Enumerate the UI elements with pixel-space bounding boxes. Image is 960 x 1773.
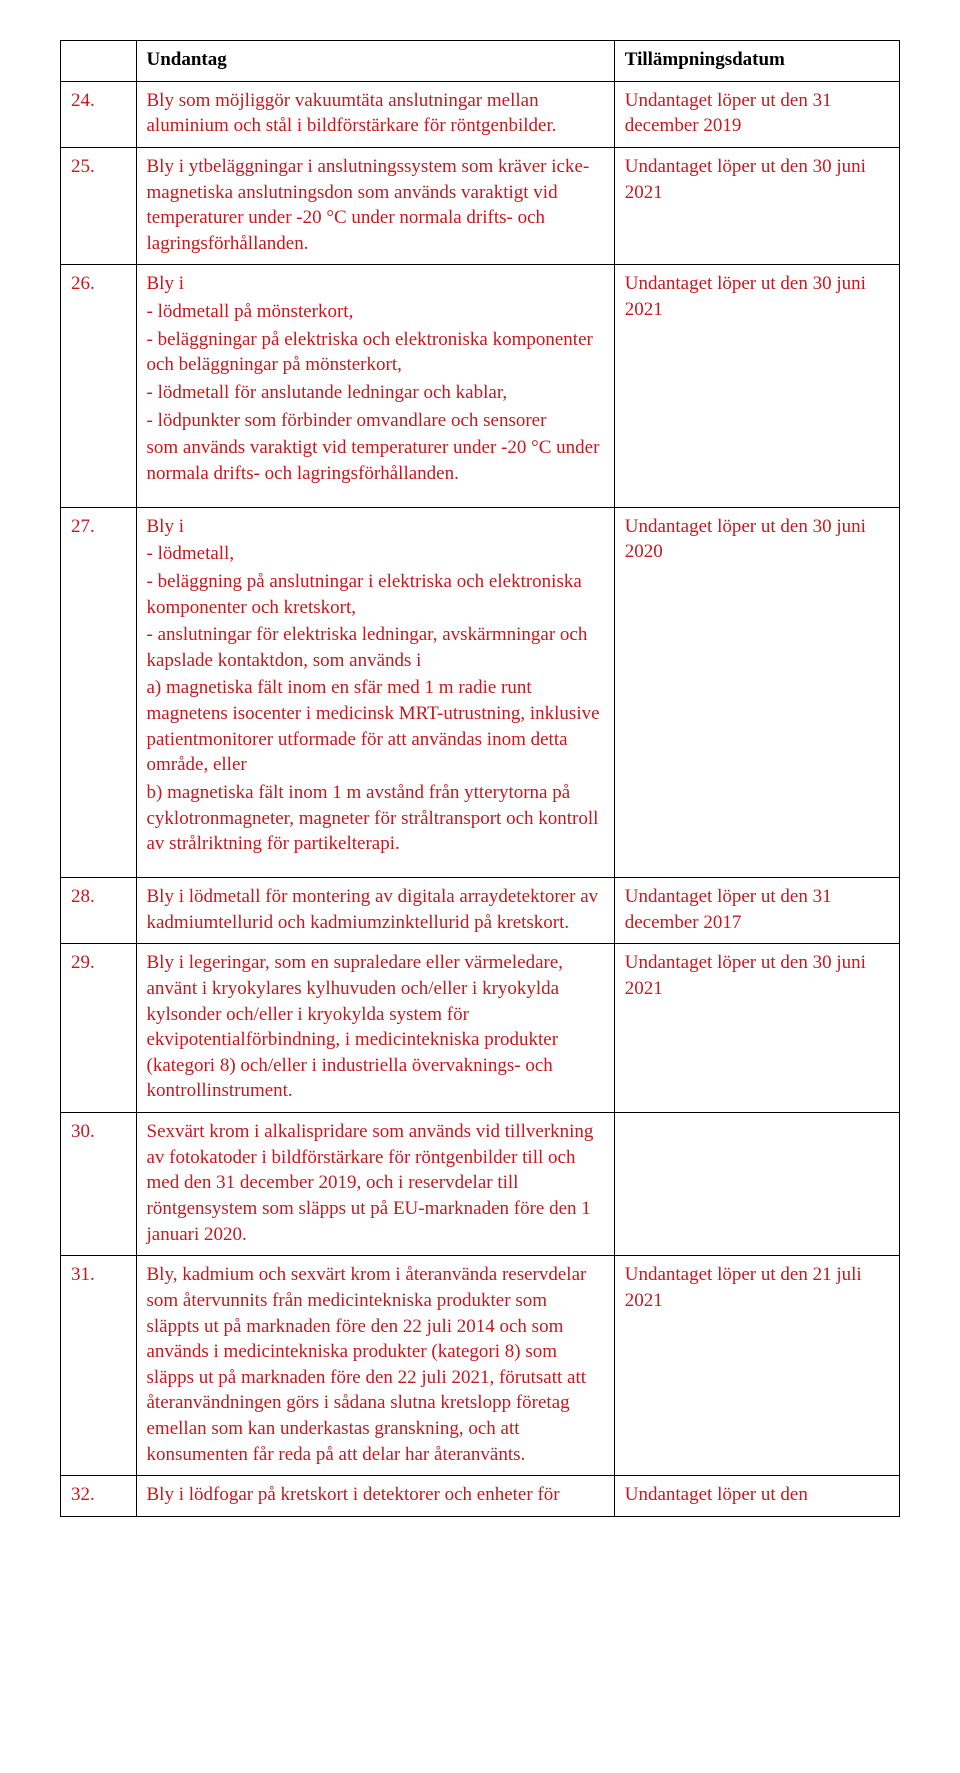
table-row: 24.Bly som möjliggör vakuumtäta anslutni… <box>61 81 900 147</box>
table-row: 27.Bly i- lödmetall,- beläggning på ansl… <box>61 507 900 877</box>
row-desc: Bly, kadmium och sexvärt krom i återanvä… <box>136 1256 614 1476</box>
row-desc: Bly i lödfogar på kretskort i detektorer… <box>136 1476 614 1517</box>
row-number: 31. <box>61 1256 137 1476</box>
row-desc: Bly i legeringar, som en supraledare ell… <box>136 944 614 1113</box>
row-desc: Bly i ytbeläggningar i anslutningssystem… <box>136 147 614 265</box>
header-date: Tillämpningsdatum <box>614 41 899 82</box>
row-number: 30. <box>61 1113 137 1256</box>
row-number: 32. <box>61 1476 137 1517</box>
row-date: Undantaget löper ut den 30 juni 2021 <box>614 147 899 265</box>
header-desc: Undantag <box>136 41 614 82</box>
table-row: 25.Bly i ytbeläggningar i anslutningssys… <box>61 147 900 265</box>
row-number: 26. <box>61 265 137 507</box>
row-date: Undantaget löper ut den 30 juni 2020 <box>614 507 899 877</box>
row-date: Undantaget löper ut den 30 juni 2021 <box>614 265 899 507</box>
row-desc: Bly i lödmetall för montering av digital… <box>136 877 614 943</box>
row-number: 29. <box>61 944 137 1113</box>
exemptions-table: Undantag Tillämpningsdatum 24.Bly som mö… <box>60 40 900 1517</box>
row-number: 28. <box>61 877 137 943</box>
row-date: Undantaget löper ut den 30 juni 2021 <box>614 944 899 1113</box>
table-row: 26.Bly i- lödmetall på mönsterkort,- bel… <box>61 265 900 507</box>
row-desc: Bly som möjliggör vakuumtäta anslutninga… <box>136 81 614 147</box>
row-desc: Bly i- lödmetall på mönsterkort,- belägg… <box>136 265 614 507</box>
row-date: Undantaget löper ut den <box>614 1476 899 1517</box>
row-date: Undantaget löper ut den 21 juli 2021 <box>614 1256 899 1476</box>
row-number: 24. <box>61 81 137 147</box>
row-desc: Sexvärt krom i alkalispridare som använd… <box>136 1113 614 1256</box>
row-number: 25. <box>61 147 137 265</box>
row-date <box>614 1113 899 1256</box>
row-date: Undantaget löper ut den 31 december 2017 <box>614 877 899 943</box>
table-row: 31.Bly, kadmium och sexvärt krom i återa… <box>61 1256 900 1476</box>
table-row: 29.Bly i legeringar, som en supraledare … <box>61 944 900 1113</box>
table-row: 32.Bly i lödfogar på kretskort i detekto… <box>61 1476 900 1517</box>
table-row: 30.Sexvärt krom i alkalispridare som anv… <box>61 1113 900 1256</box>
row-date: Undantaget löper ut den 31 december 2019 <box>614 81 899 147</box>
table-row: 28.Bly i lödmetall för montering av digi… <box>61 877 900 943</box>
row-desc: Bly i- lödmetall,- beläggning på anslutn… <box>136 507 614 877</box>
table-header-row: Undantag Tillämpningsdatum <box>61 41 900 82</box>
header-num <box>61 41 137 82</box>
row-number: 27. <box>61 507 137 877</box>
